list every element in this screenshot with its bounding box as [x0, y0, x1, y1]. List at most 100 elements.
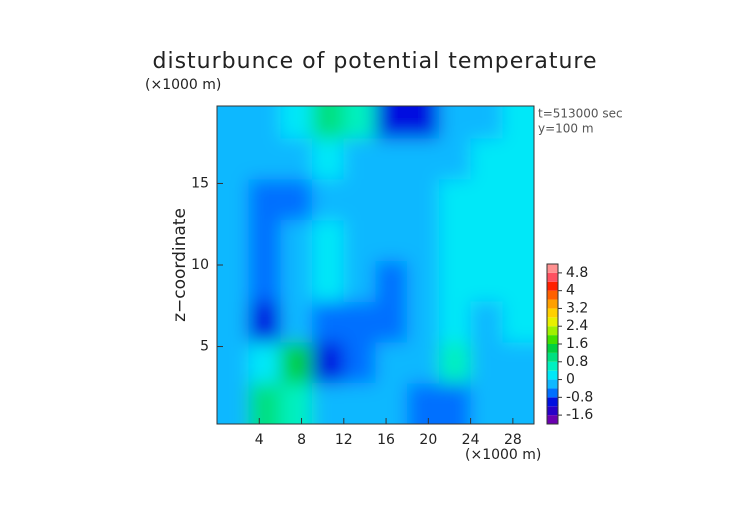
- field-cell: [248, 138, 281, 180]
- field-cell: [280, 260, 313, 302]
- colorbar-tick-label: 0.8: [566, 354, 588, 370]
- field-cell: [438, 342, 471, 384]
- field-cell: [280, 138, 313, 180]
- field-cell: [248, 342, 281, 384]
- cells: [217, 106, 534, 424]
- colorbar-swatch: [547, 352, 558, 362]
- colorbar-tick-label: 4: [566, 283, 575, 299]
- field-cell: [502, 301, 534, 343]
- x-tick-label: 24: [462, 432, 480, 448]
- field-cell: [280, 220, 313, 261]
- field-cell: [375, 301, 408, 343]
- field-cell: [438, 138, 471, 180]
- field-cell: [502, 106, 534, 139]
- chart-title: disturbunce of potential temperature: [153, 49, 598, 74]
- field-cell: [375, 106, 408, 139]
- field-cell: [217, 138, 249, 180]
- field-cell: [470, 106, 503, 139]
- field-cell: [502, 342, 534, 384]
- x-tick-label: 4: [255, 432, 264, 448]
- field-cell: [502, 179, 534, 221]
- annotation: t=513000 sec: [538, 107, 623, 121]
- field-cell: [375, 383, 408, 424]
- colorbar-swatch: [547, 317, 558, 327]
- colorbar-swatch: [547, 335, 558, 344]
- colorbar-swatch: [547, 379, 558, 389]
- colorbar-tick-label: 1.6: [566, 336, 588, 352]
- x-tick-label: 16: [377, 432, 395, 448]
- field-cell: [312, 138, 344, 180]
- colorbar-swatch: [547, 308, 558, 318]
- field-cell: [470, 220, 503, 261]
- field-cell: [343, 106, 376, 139]
- field-cell: [312, 260, 344, 302]
- colorbar-swatch: [547, 388, 558, 398]
- field-cell: [470, 301, 503, 343]
- field-cell: [375, 138, 408, 180]
- x-tick-label: 12: [335, 432, 353, 448]
- field-cell: [343, 383, 376, 424]
- colorbar-swatch: [547, 326, 558, 336]
- field-cell: [407, 260, 439, 302]
- field-cell: [312, 342, 344, 384]
- field-cell: [217, 179, 249, 221]
- field-cell: [312, 301, 344, 343]
- field-cell: [217, 383, 249, 424]
- field-cell: [248, 220, 281, 261]
- field-cell: [248, 179, 281, 221]
- field-cell: [438, 383, 471, 424]
- field-cell: [280, 179, 313, 221]
- field-cell: [470, 260, 503, 302]
- colorbar-swatch: [547, 370, 558, 380]
- field-cell: [343, 342, 376, 384]
- field-cell: [217, 106, 249, 139]
- annotation: y=100 m: [538, 122, 594, 136]
- x-unit: (×1000 m): [465, 447, 541, 463]
- colorbar-swatch: [547, 281, 558, 291]
- y-axis-label: z−coordinate: [170, 208, 190, 322]
- field-cell: [438, 106, 471, 139]
- field-cell: [280, 106, 313, 139]
- field-cell: [248, 106, 281, 139]
- field-cell: [470, 342, 503, 384]
- field-cell: [438, 220, 471, 261]
- colorbar-tick-label: -0.8: [566, 389, 593, 405]
- y-tick-label: 10: [191, 257, 209, 273]
- field-cell: [438, 260, 471, 302]
- colorbar-swatch: [547, 290, 558, 300]
- x-tick-label: 8: [297, 432, 306, 448]
- field-cell: [312, 179, 344, 221]
- field-cell: [343, 220, 376, 261]
- colorbar-tick-label: 3.2: [566, 300, 588, 316]
- field-cell: [407, 301, 439, 343]
- field-cell: [470, 138, 503, 180]
- colorbar-swatch: [547, 415, 558, 424]
- field-cell: [407, 138, 439, 180]
- field-cell: [375, 342, 408, 384]
- field-cell: [407, 342, 439, 384]
- colorbar-tick-label: -1.6: [566, 407, 593, 423]
- field-cell: [312, 106, 344, 139]
- colorbar-swatch: [547, 264, 558, 273]
- field-cell: [470, 179, 503, 221]
- field-cell: [312, 220, 344, 261]
- field: [217, 106, 534, 424]
- field-cell: [312, 383, 344, 424]
- colorbar-swatch: [547, 272, 558, 282]
- field-cell: [248, 260, 281, 302]
- field-cell: [248, 301, 281, 343]
- field-cell: [502, 260, 534, 302]
- colorbar-tick-label: 2.4: [566, 318, 588, 334]
- field-cell: [375, 179, 408, 221]
- field-cell: [438, 179, 471, 221]
- field-cell: [343, 179, 376, 221]
- y-tick-label: 15: [191, 175, 209, 191]
- field-cell: [280, 342, 313, 384]
- field-cell: [502, 383, 534, 424]
- field-cell: [502, 220, 534, 261]
- field-cell: [280, 301, 313, 343]
- field-cell: [343, 260, 376, 302]
- field-cell: [470, 383, 503, 424]
- colorbar-tick-label: 0: [566, 372, 575, 388]
